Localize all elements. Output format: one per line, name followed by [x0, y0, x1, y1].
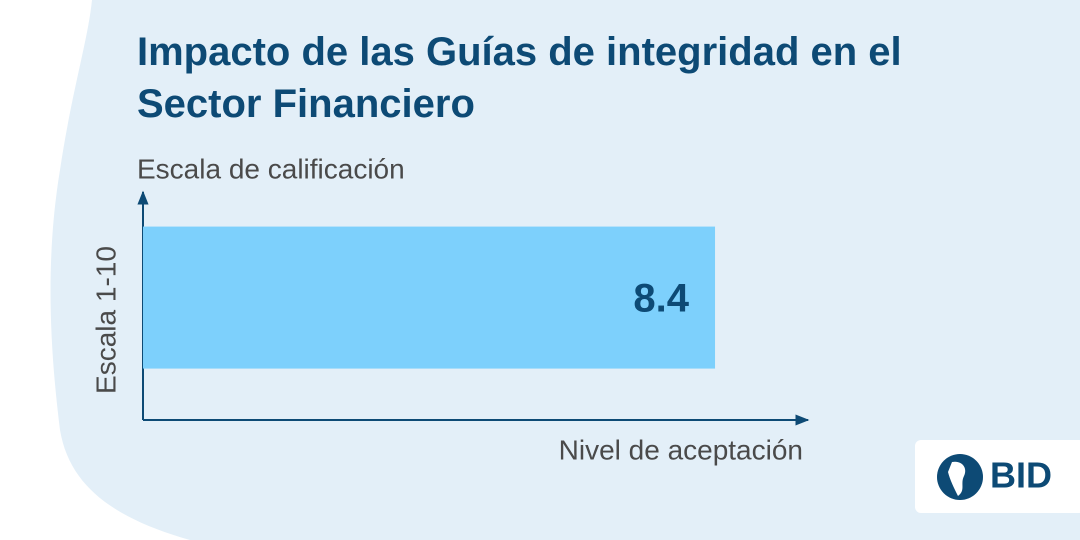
- chart-title: Impacto de las Guías de integridad en el…: [137, 30, 902, 126]
- y-axis-label: Escala 1-10: [90, 246, 121, 394]
- data-label: 8.4: [633, 277, 689, 321]
- logo-continent: [948, 461, 966, 496]
- subtitle: Escala de calificación: [137, 153, 405, 184]
- bar: [143, 226, 716, 369]
- x-axis-label: Nivel de aceptación: [559, 434, 803, 465]
- logo-text: BID: [990, 455, 1052, 496]
